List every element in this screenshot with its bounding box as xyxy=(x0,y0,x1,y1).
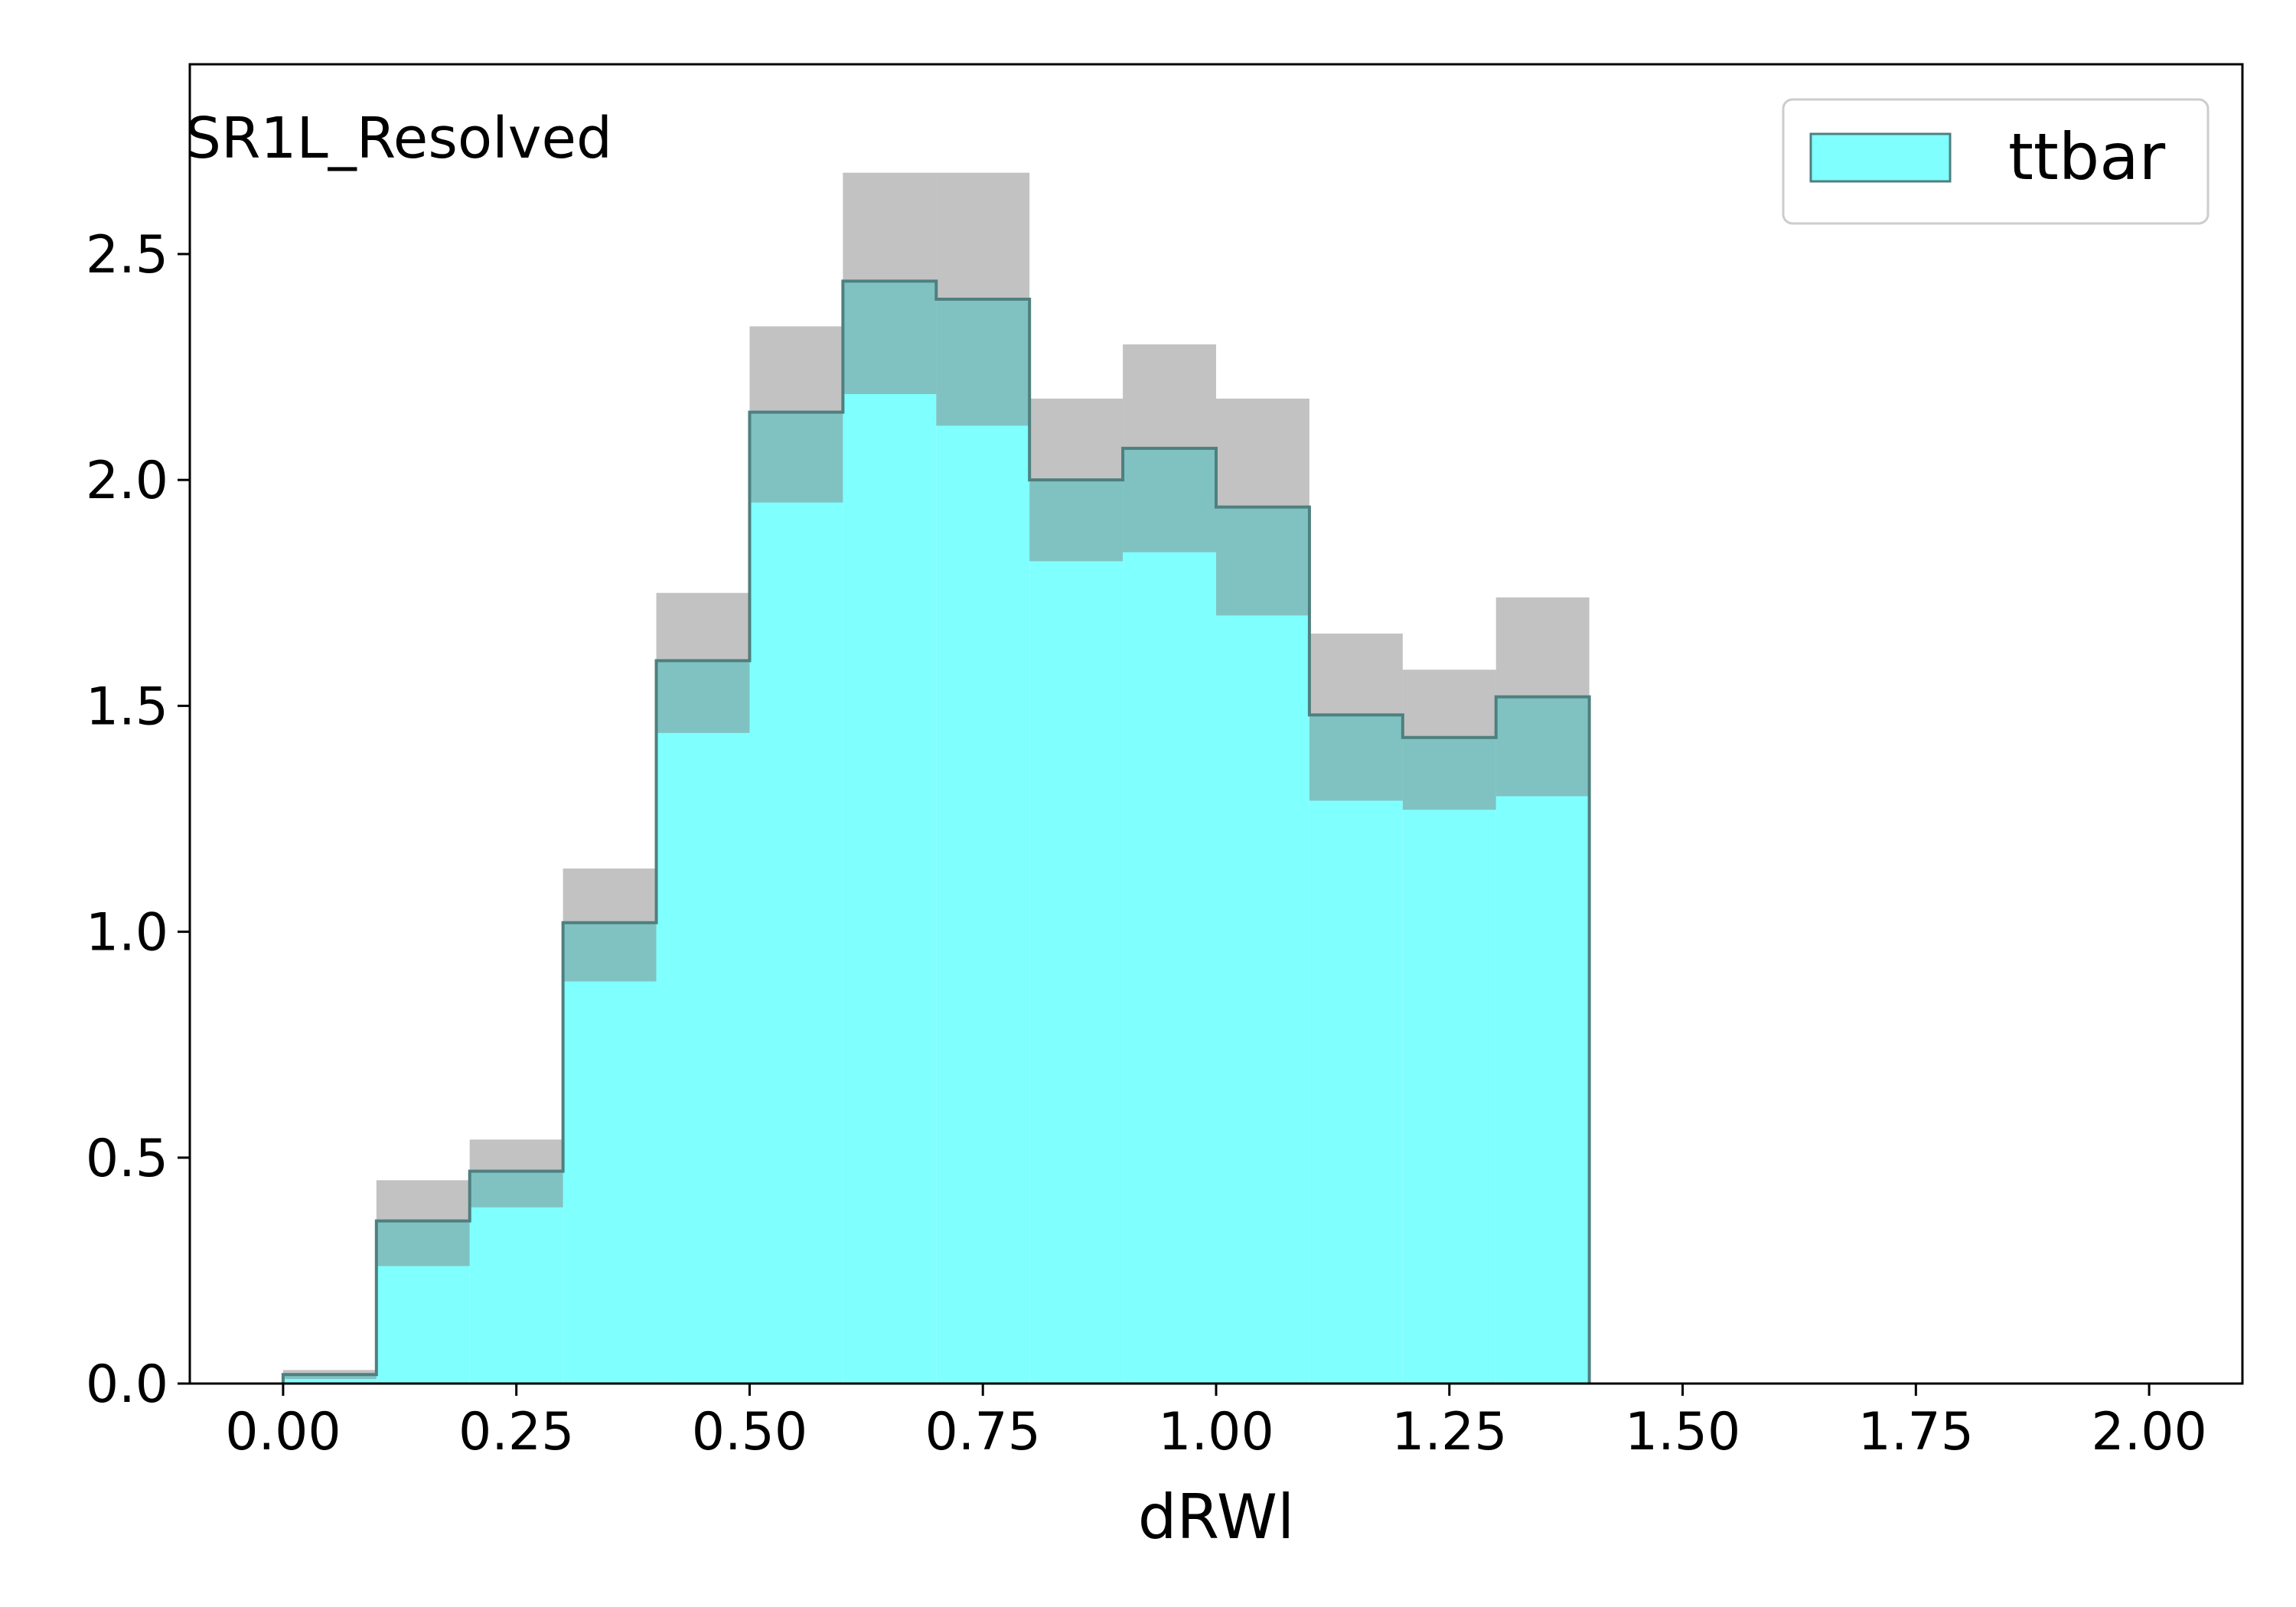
region-annotation: SR1L_Resolved xyxy=(185,106,612,171)
y-tick-label: 2.0 xyxy=(86,451,168,511)
legend-swatch-ttbar xyxy=(1809,132,1952,183)
histogram-bar xyxy=(1402,737,1496,1384)
legend: ttbar xyxy=(1782,98,2210,225)
uncertainty-band xyxy=(749,326,843,503)
histogram-bar xyxy=(1029,480,1124,1384)
y-tick-label: 1.5 xyxy=(86,676,168,737)
x-tick-label: 0.25 xyxy=(458,1402,574,1462)
y-tick-label: 2.5 xyxy=(86,225,168,285)
x-axis-label: dRWl xyxy=(1138,1482,1294,1553)
histogram-bar xyxy=(376,1221,470,1384)
x-axis-ticks: 0.00 0.25 0.50 0.75 1.00 1.25 1.50 1.75 2.00 xyxy=(225,1384,2207,1462)
uncertainty-band xyxy=(656,592,750,733)
x-tick-label: 1.25 xyxy=(1391,1402,1507,1462)
x-tick-label: 1.75 xyxy=(1858,1402,1974,1462)
histogram-bar xyxy=(1309,715,1403,1384)
x-tick-label: 0.75 xyxy=(925,1402,1041,1462)
x-tick-label: 2.00 xyxy=(2091,1402,2206,1462)
legend-frame xyxy=(1782,98,2210,225)
histogram-bar xyxy=(282,1374,377,1384)
histogram-bar xyxy=(656,660,750,1384)
histogram-bars xyxy=(282,281,1590,1384)
y-axis-ticks: 0.0 0.5 1.0 1.5 2.0 2.5 xyxy=(86,225,190,1415)
histogram-bar xyxy=(749,412,843,1384)
histogram-bar xyxy=(563,922,657,1384)
uncertainty-band xyxy=(1402,670,1496,810)
uncertainty-band xyxy=(1309,633,1403,801)
x-tick-label: 0.50 xyxy=(692,1402,807,1462)
y-tick-label: 0.0 xyxy=(86,1354,168,1415)
uncertainty-band xyxy=(563,868,657,982)
histogram-bar xyxy=(1123,448,1216,1384)
histogram-step-outline xyxy=(281,279,1591,1384)
histogram-bar xyxy=(1495,696,1590,1384)
legend-label-ttbar: ttbar xyxy=(2008,119,2166,194)
histogram-bar xyxy=(1216,507,1309,1384)
x-tick-label: 1.50 xyxy=(1625,1402,1740,1462)
uncertainty-band xyxy=(469,1139,563,1208)
histogram-bar xyxy=(469,1171,563,1384)
x-tick-label: 1.00 xyxy=(1158,1402,1274,1462)
y-tick-label: 1.0 xyxy=(86,903,168,963)
y-tick-label: 0.5 xyxy=(86,1129,168,1189)
uncertainty-band xyxy=(376,1180,470,1266)
histogram-bar xyxy=(936,299,1030,1384)
x-tick-label: 0.00 xyxy=(225,1402,341,1462)
uncertainty-band xyxy=(843,172,937,395)
histogram-bar xyxy=(843,281,937,1384)
